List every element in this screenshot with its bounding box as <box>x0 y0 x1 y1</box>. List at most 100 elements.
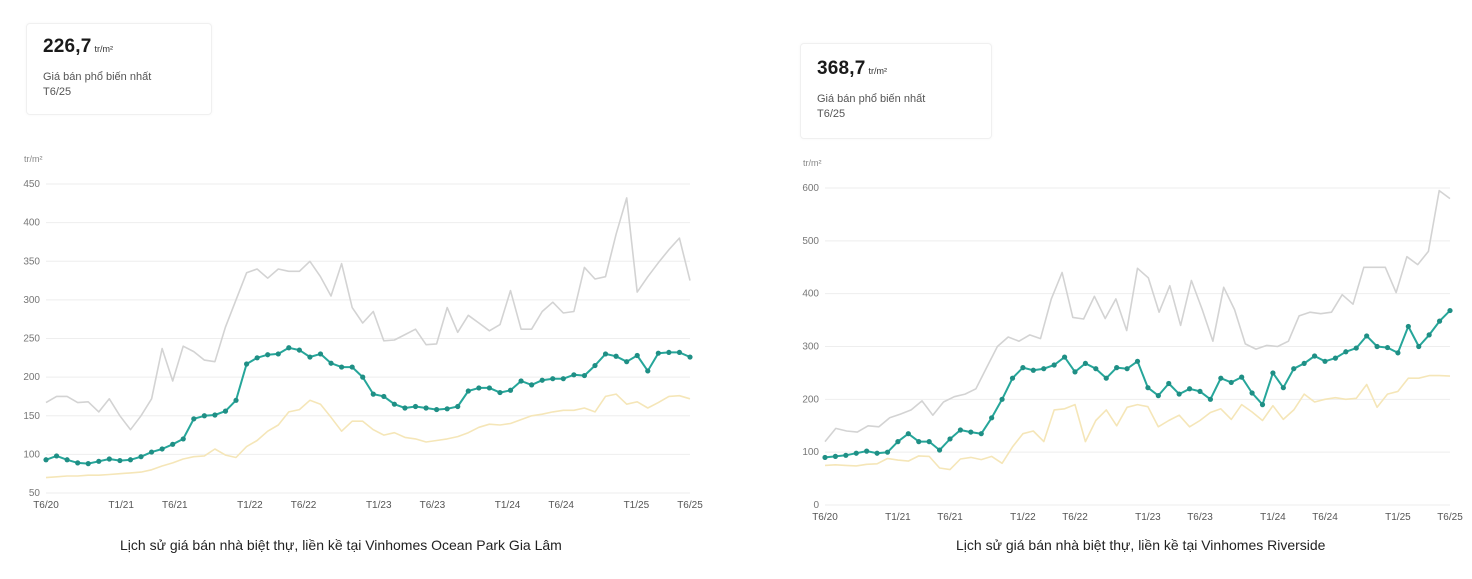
data-point <box>916 439 922 445</box>
data-point <box>507 387 514 393</box>
data-point <box>1364 333 1370 339</box>
data-point <box>1176 391 1182 397</box>
data-point <box>85 461 91 467</box>
data-point <box>64 457 70 463</box>
data-point <box>1436 318 1443 324</box>
data-point <box>1061 354 1068 360</box>
data-point <box>1093 366 1099 372</box>
data-point <box>1218 375 1224 381</box>
data-point <box>465 388 471 394</box>
data-point <box>370 391 376 397</box>
x-tick-label: T1/22 <box>237 500 263 511</box>
data-point <box>926 439 932 445</box>
chart-panel-riverside: 368,7 tr/m² Giá bán phổ biến nhất T6/25 tr… <box>736 0 1472 579</box>
data-point <box>455 403 461 410</box>
data-point <box>391 401 397 407</box>
y-tick-label: 300 <box>802 342 819 353</box>
data-point <box>602 351 609 357</box>
data-point <box>822 454 828 461</box>
data-point <box>832 453 839 459</box>
data-point <box>613 353 619 359</box>
y-axis-unit: tr/m² <box>803 158 822 168</box>
x-tick-label: T6/23 <box>1187 512 1213 523</box>
data-point <box>676 349 683 356</box>
data-point <box>233 397 239 403</box>
x-tick-label: T1/21 <box>885 512 911 523</box>
x-tick-label: T6/25 <box>677 500 703 511</box>
y-tick-label: 400 <box>802 289 819 300</box>
y-tick-label: 400 <box>23 218 40 229</box>
price-unit: tr/m² <box>868 66 888 76</box>
data-point <box>1228 379 1234 386</box>
data-point <box>1134 358 1141 364</box>
data-point <box>999 396 1005 402</box>
x-tick-label: T1/22 <box>1010 512 1036 523</box>
data-point <box>895 439 901 445</box>
x-tick-label: T6/21 <box>162 500 188 511</box>
data-point <box>1374 343 1380 350</box>
data-point <box>1124 366 1130 372</box>
x-tick-label: T1/25 <box>624 500 650 511</box>
data-point <box>1114 365 1120 371</box>
data-point <box>296 347 302 353</box>
data-point <box>1207 396 1214 402</box>
data-point <box>191 416 197 422</box>
data-point <box>381 393 387 400</box>
data-point <box>1270 370 1276 376</box>
data-point <box>1353 345 1359 351</box>
data-point <box>286 345 292 351</box>
data-point <box>1072 369 1078 375</box>
data-point <box>339 364 345 370</box>
data-point <box>434 406 440 413</box>
data-point <box>634 352 640 359</box>
data-point <box>666 349 672 356</box>
data-point <box>874 450 880 456</box>
data-point <box>127 457 134 463</box>
x-tick-label: T1/25 <box>1385 512 1411 523</box>
data-point <box>307 354 313 360</box>
data-point <box>1416 343 1422 350</box>
data-point <box>96 458 102 464</box>
y-tick-label: 50 <box>29 488 41 499</box>
data-point <box>1332 355 1339 361</box>
data-point <box>159 446 165 452</box>
data-point <box>1082 360 1089 367</box>
price-history-chart: tr/m² 0 100 200 300 400 500 600 T6/20 T1/21 T6/21 T… <box>802 158 1463 523</box>
data-point <box>317 351 324 357</box>
x-tick-label: T6/24 <box>548 500 574 511</box>
chart-caption: Lịch sử giá bán nhà biệt thự, liền kề tạ… <box>120 537 562 553</box>
data-point <box>864 448 870 454</box>
data-point <box>222 408 229 414</box>
data-point <box>1009 375 1016 381</box>
y-tick-label: 450 <box>23 179 40 190</box>
data-point <box>539 377 545 383</box>
data-point <box>853 450 859 456</box>
data-point <box>655 350 661 356</box>
data-point <box>624 359 630 365</box>
series-line-high <box>45 197 691 431</box>
data-point <box>1322 358 1328 364</box>
data-point <box>170 441 176 447</box>
data-point <box>1030 367 1036 373</box>
data-point <box>412 403 419 410</box>
data-point <box>1186 386 1193 392</box>
y-tick-label: 350 <box>23 256 40 267</box>
price-period: T6/25 <box>43 86 72 98</box>
data-point <box>1145 385 1151 391</box>
data-point <box>905 431 911 437</box>
data-point <box>1041 366 1047 372</box>
y-axis-unit: tr/m² <box>24 154 43 164</box>
series-line-low <box>824 374 1451 471</box>
data-point <box>947 436 953 442</box>
data-point <box>148 449 155 455</box>
price-value: 368,7 <box>817 58 866 79</box>
data-point <box>1239 374 1245 380</box>
data-point <box>360 374 366 380</box>
data-point <box>243 361 250 367</box>
x-tick-label: T6/25 <box>1437 512 1463 523</box>
x-tick-label: T6/22 <box>291 500 317 511</box>
data-point <box>1343 349 1349 355</box>
data-point <box>106 456 112 462</box>
data-point <box>402 405 408 411</box>
data-point <box>1291 366 1297 372</box>
